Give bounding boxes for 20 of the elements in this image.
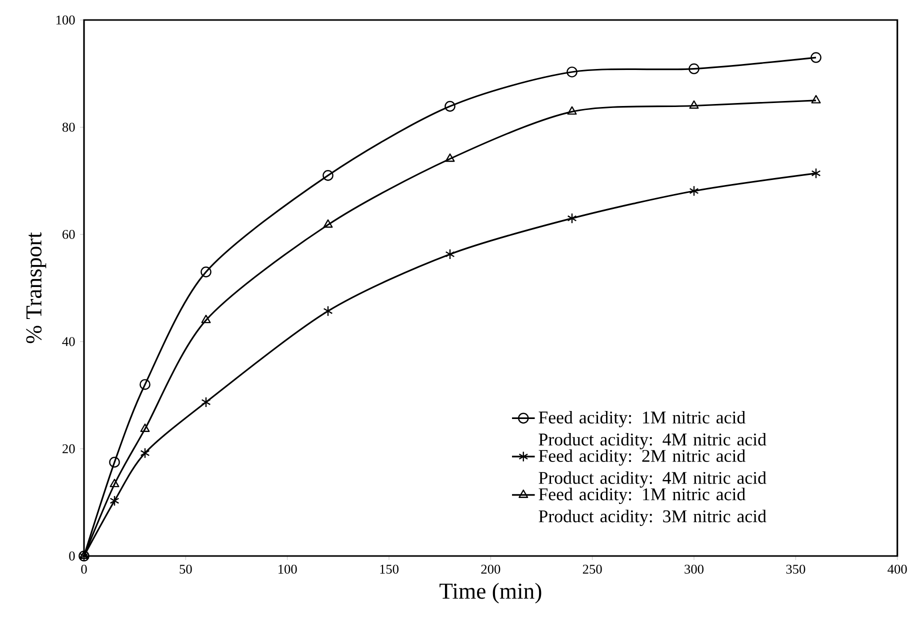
- x-tick-label: 250: [582, 564, 602, 574]
- y-axis-title: % Transport: [26, 232, 46, 344]
- y-tick-label: 80: [62, 122, 75, 132]
- x-tick-label: 150: [380, 564, 399, 574]
- x-tick-label: 50: [180, 564, 192, 574]
- x-tick-label: 200: [481, 564, 500, 574]
- x-tick-label: 300: [684, 564, 704, 574]
- x-axis-title: Time (min): [440, 582, 542, 604]
- legend-label: Feed acidity: 2M nitric acid Product acidity: 4M nitric acid: [538, 449, 766, 488]
- x-tick-label: 0: [81, 564, 87, 574]
- y-tick-label: 40: [62, 337, 75, 346]
- y-tick-label: 20: [62, 444, 75, 454]
- x-tick-label: 350: [786, 564, 806, 574]
- y-tick-label: 60: [62, 230, 75, 239]
- y-tick-label: 0: [69, 552, 75, 560]
- legend-label: Feed acidity: 1M nitric acid Product acidity: 3M nitric acid: [538, 488, 766, 526]
- x-tick-label: 400: [888, 564, 907, 574]
- x-tick-label: 100: [278, 564, 297, 574]
- legend-label: Feed acidity: 1M nitric acid Product acidity: 4M nitric acid: [538, 410, 766, 450]
- y-tick-label: 100: [56, 16, 75, 24]
